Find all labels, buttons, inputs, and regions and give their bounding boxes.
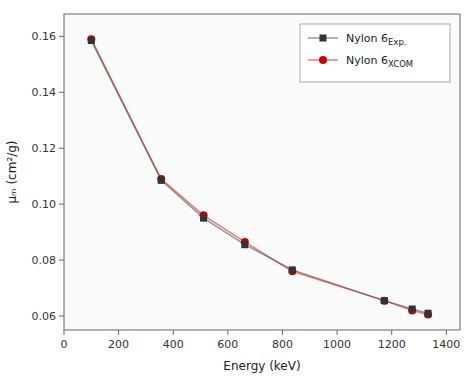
data-point xyxy=(241,241,248,248)
x-tick-label: 200 xyxy=(108,338,129,351)
data-point xyxy=(381,297,388,304)
legend-label-sub: Exp. xyxy=(388,37,407,47)
legend-label-sub: XCOM xyxy=(388,59,413,69)
y-tick-label: 0.12 xyxy=(32,142,57,155)
y-tick-label: 0.06 xyxy=(32,310,57,323)
y-axis-label: μₘ (cm²/g) xyxy=(5,140,19,203)
data-point xyxy=(288,267,296,275)
y-tick xyxy=(59,316,64,317)
data-point xyxy=(289,266,296,273)
data-point xyxy=(424,311,432,319)
y-tick xyxy=(59,92,64,93)
x-tick xyxy=(446,330,447,335)
x-tick-label: 1400 xyxy=(432,338,460,351)
legend-label: Nylon 6Exp. xyxy=(346,32,407,47)
y-tick xyxy=(59,204,64,205)
legend-box xyxy=(300,24,450,82)
legend-label-main: Nylon 6 xyxy=(346,32,388,45)
x-axis-label: Energy (keV) xyxy=(223,359,300,373)
data-point xyxy=(409,306,416,313)
x-tick-label: 1200 xyxy=(378,338,406,351)
x-tick-label: 400 xyxy=(163,338,184,351)
x-tick-label: 1000 xyxy=(323,338,351,351)
data-point xyxy=(380,297,388,305)
data-point xyxy=(88,37,95,44)
y-tick-label: 0.10 xyxy=(32,198,57,211)
plot-frame xyxy=(64,14,460,330)
x-tick-label: 800 xyxy=(272,338,293,351)
legend-label: Nylon 6XCOM xyxy=(346,54,413,69)
legend-marker xyxy=(320,35,327,42)
x-tick-label: 600 xyxy=(217,338,238,351)
x-tick xyxy=(227,330,228,335)
data-point xyxy=(158,177,165,184)
data-point xyxy=(408,306,416,314)
x-tick xyxy=(118,330,119,335)
y-tick xyxy=(59,36,64,37)
data-point xyxy=(200,215,207,222)
x-tick xyxy=(282,330,283,335)
y-tick xyxy=(59,260,64,261)
legend-label-main: Nylon 6 xyxy=(346,54,388,67)
x-tick xyxy=(337,330,338,335)
data-point xyxy=(425,310,432,317)
x-tick xyxy=(173,330,174,335)
chart-container: 0 200 400 600 800 1000 1200 1400 0.06 0.08 0.10 0.1… xyxy=(0,0,474,380)
x-tick xyxy=(64,330,65,335)
x-tick xyxy=(391,330,392,335)
y-tick xyxy=(59,148,64,149)
y-tick-label: 0.16 xyxy=(32,30,57,43)
data-point xyxy=(87,35,95,43)
x-tick-label: 0 xyxy=(61,338,68,351)
y-tick-label: 0.14 xyxy=(32,86,57,99)
chart: 0 200 400 600 800 1000 1200 1400 0.06 0.08 0.10 0.1… xyxy=(0,0,474,380)
legend-marker xyxy=(319,56,327,64)
y-tick-label: 0.08 xyxy=(32,254,57,267)
legend: Nylon 6Exp.Nylon 6XCOM xyxy=(300,24,450,82)
